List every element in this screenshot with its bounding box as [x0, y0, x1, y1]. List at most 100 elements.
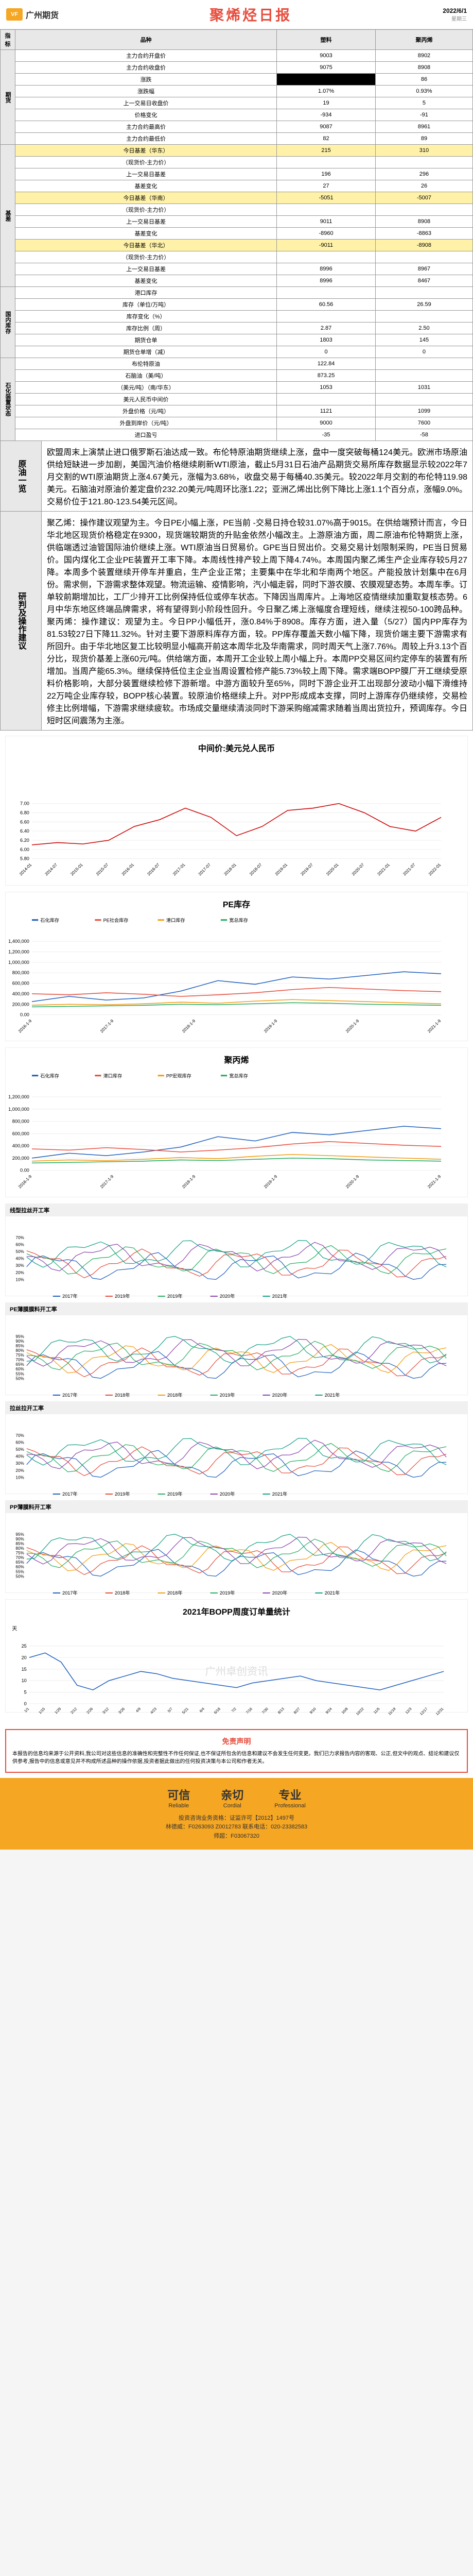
text-block-content: 欧盟周末上演禁止进口俄罗斯石油达成一致。布伦特原油期货继续上涨，盘中一度突破每桶…	[42, 441, 472, 511]
cell-plastic: 9000	[277, 417, 376, 429]
svg-text:30%: 30%	[15, 1461, 24, 1466]
svg-text:8/13: 8/13	[277, 1707, 285, 1715]
svg-text:25: 25	[22, 1643, 27, 1649]
text-block-label: 研判及操作建议	[1, 512, 42, 730]
chart-subtitle: PE薄膜膜料开工率	[6, 1303, 467, 1315]
cell-pp: -8863	[375, 228, 472, 240]
cell-plastic	[277, 287, 376, 299]
cell-plastic	[277, 74, 376, 86]
svg-text:2016-07: 2016-07	[146, 862, 161, 877]
svg-text:1,000,000: 1,000,000	[8, 959, 29, 964]
svg-text:2017-1-9: 2017-1-9	[99, 1018, 115, 1033]
svg-text:800,000: 800,000	[12, 1119, 29, 1124]
svg-text:2017年: 2017年	[62, 1293, 78, 1299]
svg-text:2018-07: 2018-07	[249, 862, 263, 877]
svg-text:2021年: 2021年	[272, 1293, 288, 1299]
svg-text:2020年: 2020年	[272, 1590, 288, 1596]
svg-text:2019年: 2019年	[115, 1293, 130, 1299]
svg-text:2016-1-9: 2016-1-9	[17, 1174, 33, 1190]
cell-pp	[375, 204, 472, 216]
contact-line: 投资咨询业务资格：证监许可【2012】1497号	[8, 1814, 465, 1823]
svg-text:宽总库存: 宽总库存	[229, 917, 248, 923]
col-indicator: 指标	[1, 30, 15, 50]
cell-pp: 5	[375, 97, 472, 109]
svg-text:2021年: 2021年	[325, 1392, 340, 1398]
row-key: 布伦特原油	[15, 358, 277, 370]
cell-plastic: 215	[277, 145, 376, 157]
text-block-label: 原油一览	[1, 441, 42, 511]
row-key: 美元人民币中间价	[15, 394, 277, 405]
footer-value: 可信Reliable	[167, 1786, 190, 1809]
svg-text:PE社会库存: PE社会库存	[103, 917, 129, 923]
section-label: 期货	[1, 50, 15, 145]
col-variety: 品种	[15, 30, 277, 50]
svg-text:1,200,000: 1,200,000	[8, 949, 29, 954]
svg-text:6.40: 6.40	[20, 828, 29, 834]
svg-text:15: 15	[22, 1667, 27, 1672]
svg-text:2018年: 2018年	[167, 1392, 183, 1398]
svg-text:5: 5	[24, 1689, 27, 1694]
row-key: 上一交易日基差	[15, 168, 277, 180]
row-key: 上一交易日基差	[15, 216, 277, 228]
weekly-title: 2021年BOPP周度订单量统计	[6, 1605, 467, 1617]
chart-title: PE库存	[6, 897, 467, 910]
svg-text:20%: 20%	[15, 1270, 24, 1275]
svg-text:1/15: 1/15	[38, 1707, 46, 1715]
svg-text:85%: 85%	[15, 1541, 24, 1546]
svg-text:9/24: 9/24	[325, 1707, 332, 1715]
svg-text:2019年: 2019年	[167, 1491, 183, 1497]
chart: 聚丙烯0.00200,000400,000600,000800,0001,000…	[5, 1047, 468, 1197]
row-key: 涨跌	[15, 74, 277, 86]
svg-text:2017-01: 2017-01	[172, 862, 186, 877]
svg-text:90%: 90%	[15, 1339, 24, 1344]
svg-text:12/17: 12/17	[419, 1707, 428, 1716]
charts-section: 中间价:美元兑人民币5.806.006.206.406.606.807.0020…	[0, 731, 473, 1724]
cell-plastic: -35	[277, 429, 376, 441]
svg-text:2018-01: 2018-01	[223, 862, 237, 877]
cell-pp: 145	[375, 334, 472, 346]
svg-text:2019年: 2019年	[220, 1392, 235, 1398]
svg-text:4/9: 4/9	[135, 1707, 142, 1714]
cell-pp: 26.59	[375, 299, 472, 311]
svg-text:6.80: 6.80	[20, 810, 29, 816]
svg-text:2020年: 2020年	[272, 1392, 288, 1398]
cell-plastic: 9075	[277, 62, 376, 74]
svg-text:50%: 50%	[15, 1376, 24, 1381]
row-key: 今日基差（华南）	[15, 192, 277, 204]
cell-plastic: 19	[277, 97, 376, 109]
cell-pp	[375, 394, 472, 405]
chart: PE库存0.00200,000400,000600,000800,0001,00…	[5, 892, 468, 1042]
row-key: 涨跌幅	[15, 86, 277, 97]
disclaimer-box: 免责声明 本报告的信息均来源于公开资料,我公司对这些信息的准确性和完整性不作任何…	[5, 1729, 468, 1773]
svg-text:2/12: 2/12	[70, 1707, 78, 1715]
row-key: 石脑油（美/吨）	[15, 370, 277, 382]
svg-text:400,000: 400,000	[12, 991, 29, 996]
svg-text:2020年: 2020年	[220, 1293, 235, 1299]
cell-pp: 8902	[375, 50, 472, 62]
svg-text:10: 10	[22, 1678, 27, 1683]
header: 广州期货 聚烯烃日报 2022/6/1 星期三	[0, 0, 473, 29]
svg-text:2020年: 2020年	[220, 1491, 235, 1497]
cell-plastic: 1803	[277, 334, 376, 346]
multi-year-chart: PE薄膜膜料开工率50%55%60%65%70%75%80%85%90%95%2…	[5, 1302, 468, 1395]
cell-plastic: 2.87	[277, 323, 376, 334]
svg-text:20: 20	[22, 1655, 27, 1660]
cell-pp: 26	[375, 180, 472, 192]
row-key: 基差变化	[15, 180, 277, 192]
row-key: 主力合约收盘价	[15, 62, 277, 74]
cell-plastic: 1053	[277, 382, 376, 394]
svg-text:2018-1-9: 2018-1-9	[181, 1174, 197, 1190]
cell-pp	[375, 311, 472, 323]
svg-text:20%: 20%	[15, 1468, 24, 1473]
svg-text:2021-01: 2021-01	[377, 862, 391, 877]
svg-text:2018-1-9: 2018-1-9	[181, 1018, 197, 1033]
svg-text:2017年: 2017年	[62, 1392, 78, 1398]
multi-year-chart: 线型拉丝开工率10%20%30%40%50%60%70%2017年2019年20…	[5, 1204, 468, 1296]
row-key: 今日基差（华北）	[15, 240, 277, 251]
cell-pp: 296	[375, 168, 472, 180]
cell-pp: 86	[375, 74, 472, 86]
svg-text:2021-1-9: 2021-1-9	[427, 1174, 442, 1190]
svg-text:天: 天	[12, 1626, 17, 1632]
svg-text:80%: 80%	[15, 1546, 24, 1551]
svg-text:40%: 40%	[15, 1256, 24, 1261]
